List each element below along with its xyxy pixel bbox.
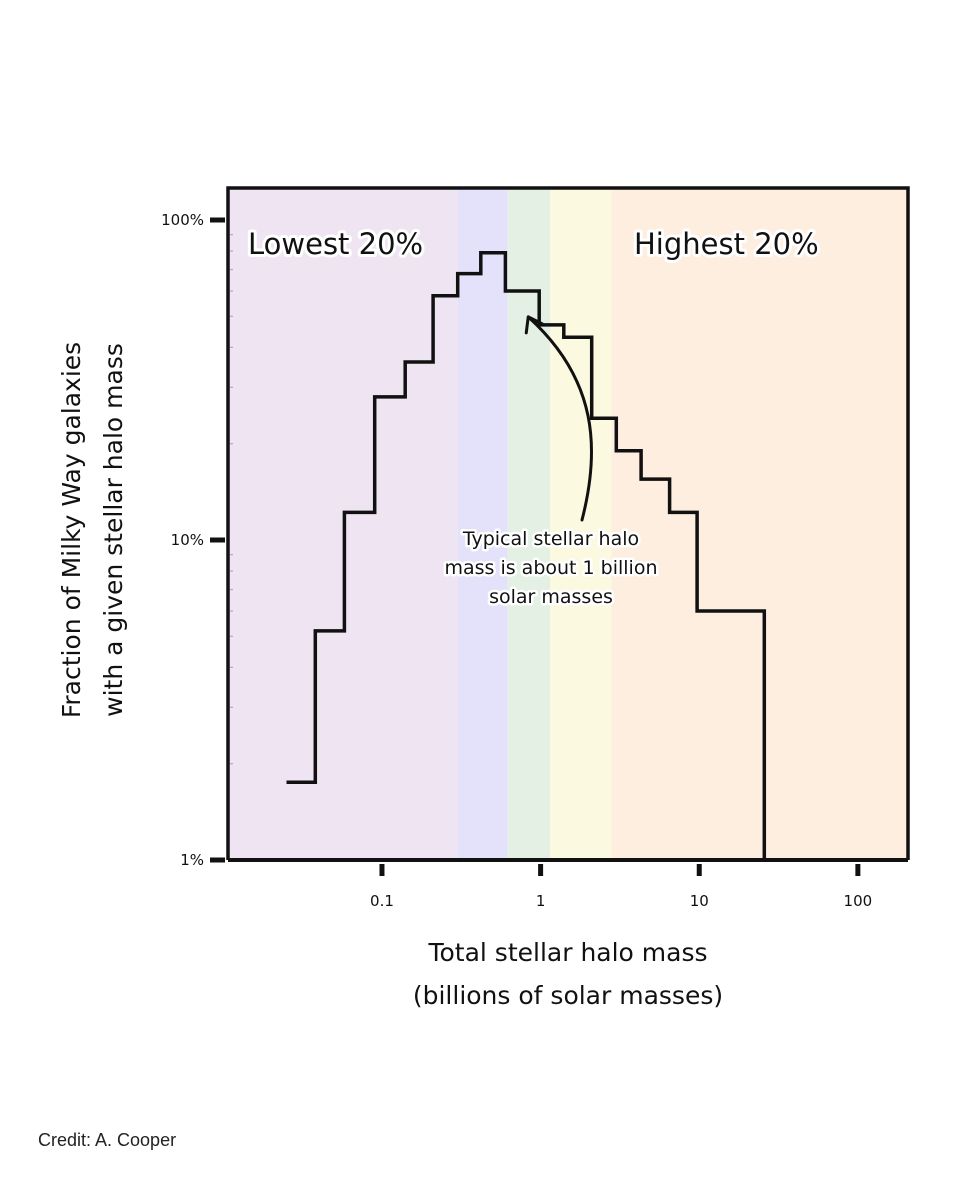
x-axis-title-line-2: (billions of solar masses) [413, 981, 723, 1010]
y-tick-label-3: 100% [161, 211, 204, 229]
background-band-5 [611, 188, 908, 860]
x-axis-ticks: 0.1 1 10 100 [370, 864, 872, 910]
x-tick-label-2: 1 [536, 892, 546, 910]
region-label-lowest: Lowest 20% [248, 227, 423, 261]
x-axis-title-line-1: Total stellar halo mass [427, 938, 707, 967]
background-band-2 [457, 188, 508, 860]
x-tick-label-4: 100 [844, 892, 873, 910]
annotation-line-2: mass is about 1 billion [444, 557, 657, 579]
annotation-line-1: Typical stellar halo [462, 528, 639, 550]
x-tick-label-1: 0.1 [370, 892, 394, 910]
y-axis-title-line-1: Fraction of Milky Way galaxies [57, 342, 86, 718]
step-line-series [286, 251, 767, 860]
y-tick-label-2: 10% [171, 531, 204, 549]
annotation-line-3: solar masses [489, 586, 613, 608]
credit-text: Credit: A. Cooper [38, 1130, 177, 1150]
y-axis-ticks: 1% 10% 100% [161, 211, 225, 869]
plot-border [226, 186, 910, 860]
plot-frame [226, 186, 910, 862]
y-tick-label-1: 1% [180, 851, 204, 869]
region-label-highest: Highest 20% [634, 227, 819, 261]
minor-ticks [230, 234, 233, 765]
background-band-4 [550, 188, 612, 860]
y-axis-title-line-2: with a given stellar halo mass [99, 343, 128, 717]
x-tick-label-3: 10 [690, 892, 709, 910]
background-bands [228, 188, 908, 860]
annotation-arrow [524, 315, 594, 522]
background-band-3 [507, 188, 551, 860]
